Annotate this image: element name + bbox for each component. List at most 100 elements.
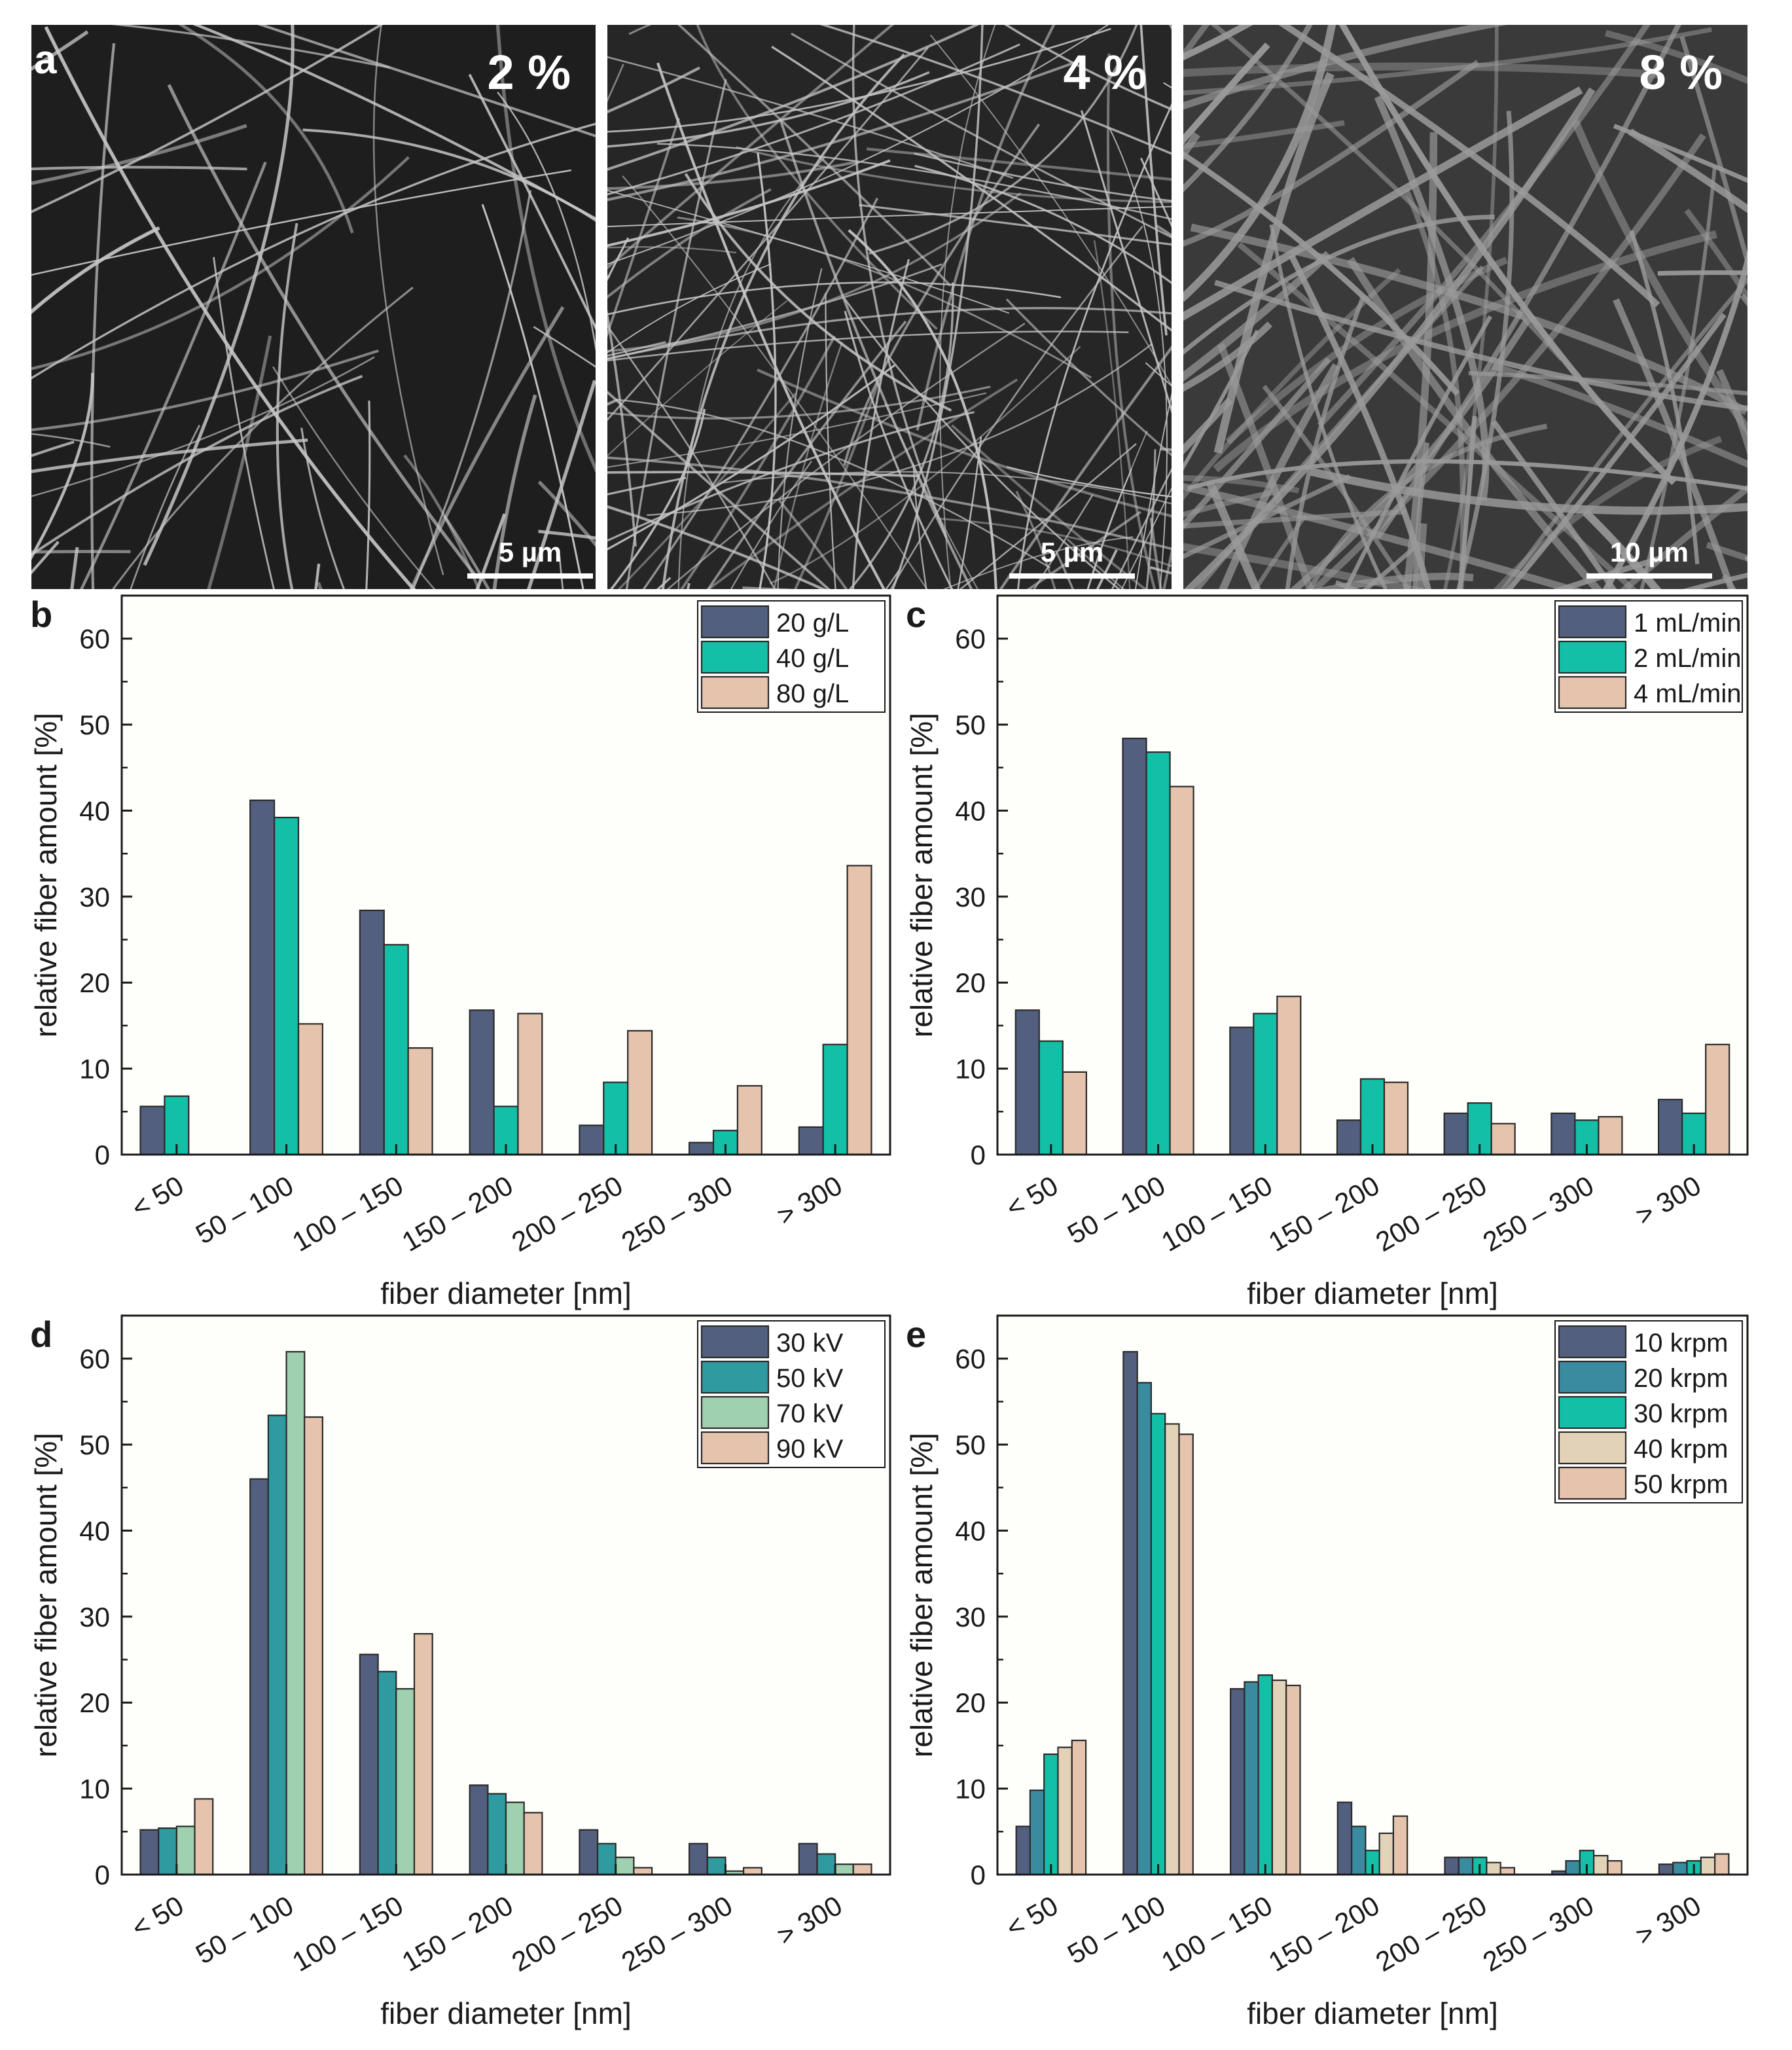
- y-tick-label: 50: [955, 710, 986, 740]
- bar: [846, 865, 872, 1156]
- x-tick-label: 100 – 150: [287, 1890, 408, 1977]
- x-axis-label: fiber diameter [nm]: [380, 1276, 631, 1310]
- x-tick-label: 100 – 150: [287, 1170, 408, 1257]
- x-tick-label: > 300: [772, 1170, 848, 1231]
- x-axis-label: fiber diameter [nm]: [1247, 1996, 1497, 2030]
- bar: [736, 1085, 762, 1156]
- scale-bar: [1586, 573, 1712, 579]
- bar: [1122, 737, 1147, 1156]
- bar: [1122, 1351, 1138, 1876]
- y-tick-label: 50: [79, 1430, 110, 1460]
- x-tick-label: 150 – 200: [1263, 1890, 1384, 1977]
- bar: [742, 1867, 762, 1876]
- x-tick-label: 50 – 100: [190, 1890, 298, 1969]
- legend-label: 20 g/L: [776, 609, 849, 638]
- bar: [1164, 1423, 1180, 1876]
- bar: [615, 1856, 635, 1876]
- x-tick-label: < 50: [1001, 1170, 1063, 1223]
- x-tick-label: 100 – 150: [1156, 1170, 1277, 1257]
- scale-bar-label: 5 µm: [498, 537, 562, 567]
- y-axis-label: relative fiber amount [%]: [29, 713, 63, 1037]
- legend-label: 40 krpm: [1634, 1435, 1729, 1464]
- bar: [249, 1478, 270, 1876]
- y-tick-label: 60: [955, 1344, 986, 1375]
- bar: [1229, 1688, 1245, 1876]
- bar: [596, 1843, 617, 1876]
- y-tick-label: 50: [955, 1430, 986, 1460]
- x-axis-label: fiber diameter [nm]: [1247, 1276, 1497, 1310]
- bar: [377, 1670, 397, 1876]
- sem-fiber-texture: [1183, 25, 1747, 589]
- bar: [1029, 1789, 1045, 1876]
- x-tick-label: > 300: [1630, 1170, 1706, 1231]
- bar: [1014, 1009, 1040, 1156]
- x-tick-label: 250 – 300: [617, 1170, 738, 1257]
- concentration-label: 8 %: [1639, 45, 1723, 99]
- bar: [633, 1867, 653, 1876]
- bar: [413, 1633, 433, 1876]
- x-tick-label: 200 – 250: [507, 1890, 628, 1977]
- x-tick-label: 200 – 250: [1371, 1890, 1492, 1977]
- legend-label: 30 krpm: [1634, 1399, 1729, 1428]
- bar: [1658, 1098, 1683, 1156]
- bar: [1253, 1013, 1278, 1156]
- legend-swatch: [700, 675, 770, 710]
- bar: [1658, 1863, 1674, 1876]
- bar: [1336, 1119, 1362, 1156]
- legend-swatch: [1558, 1466, 1627, 1500]
- sem-fiber-texture: [31, 25, 596, 589]
- y-tick-label: 10: [955, 1054, 986, 1085]
- panel-label-d: d: [30, 1314, 52, 1355]
- legend-label: 30 kV: [776, 1329, 844, 1358]
- bar: [1015, 1825, 1031, 1876]
- y-tick-label: 50: [79, 710, 110, 740]
- x-tick-label: 250 – 300: [617, 1890, 738, 1977]
- bar: [1271, 1680, 1287, 1876]
- y-axis-label: relative fiber amount [%]: [29, 1433, 63, 1757]
- bar: [139, 1829, 160, 1876]
- bar: [1229, 1026, 1255, 1156]
- bar: [1057, 1746, 1073, 1876]
- x-tick-label: 100 – 150: [1156, 1890, 1277, 1977]
- bar: [627, 1030, 653, 1156]
- bar: [1351, 1825, 1367, 1876]
- x-tick-label: 200 – 250: [1371, 1170, 1492, 1257]
- bar: [1136, 1382, 1152, 1876]
- bar: [505, 1801, 525, 1876]
- bar: [469, 1784, 489, 1876]
- bar: [1257, 1674, 1273, 1876]
- legend-label: 80 g/L: [776, 679, 849, 708]
- bar: [1443, 1112, 1469, 1156]
- legend-swatch: [700, 1431, 770, 1465]
- concentration-label: 4 %: [1063, 45, 1147, 99]
- bar: [1392, 1815, 1408, 1876]
- legend-swatch: [1558, 1325, 1627, 1359]
- bar: [297, 1023, 324, 1156]
- legend-swatch: [700, 605, 770, 639]
- bar: [1336, 1801, 1353, 1876]
- legend-swatch: [1558, 605, 1627, 639]
- legend-label: 10 krpm: [1634, 1329, 1729, 1358]
- legend-swatch: [700, 1395, 770, 1430]
- legend-label: 20 krpm: [1634, 1364, 1729, 1393]
- bar: [1244, 1681, 1259, 1876]
- bar: [383, 944, 409, 1156]
- bar: [1276, 996, 1302, 1156]
- bar: [822, 1043, 848, 1156]
- legend-label: 50 kV: [776, 1364, 844, 1393]
- scale-bar: [467, 573, 593, 579]
- bar: [407, 1047, 433, 1156]
- y-tick-label: 40: [955, 795, 986, 826]
- legend-label: 2 mL/min: [1634, 644, 1742, 673]
- x-tick-label: 200 – 250: [507, 1170, 628, 1257]
- bar: [395, 1688, 416, 1876]
- bar: [1038, 1040, 1064, 1156]
- y-tick-label: 0: [971, 1140, 986, 1170]
- sem-image-4-percent: 4 % 5 µm: [607, 25, 1172, 589]
- y-tick-label: 30: [79, 882, 110, 912]
- bar: [359, 1653, 379, 1876]
- bar: [579, 1829, 599, 1876]
